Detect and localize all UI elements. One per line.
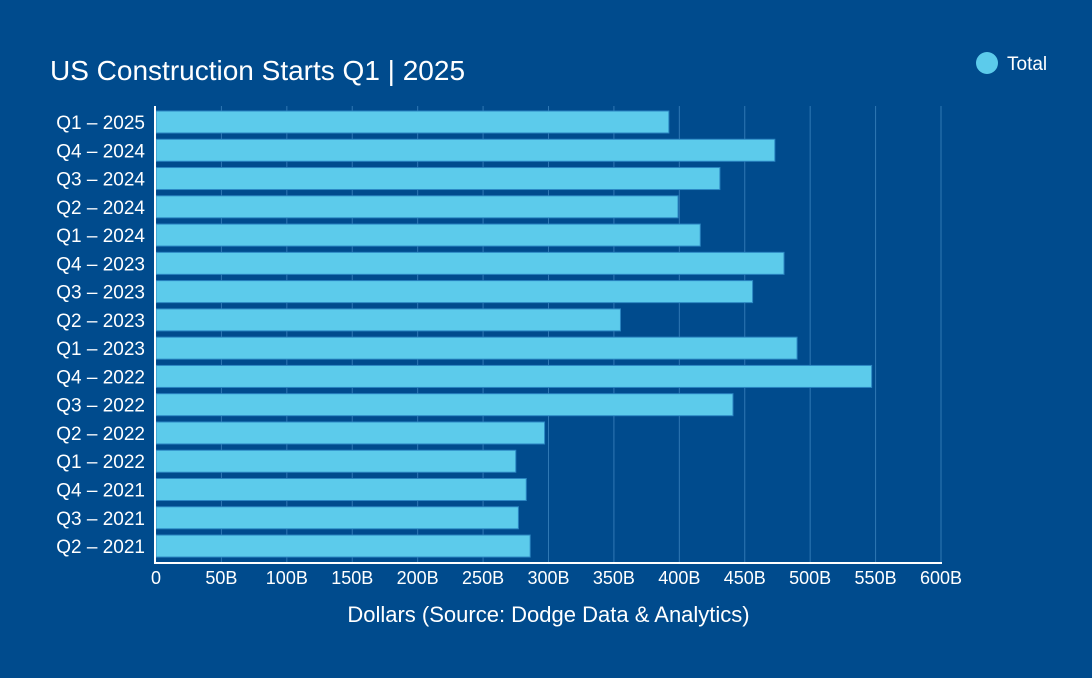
x-tick-label: 150B (331, 568, 373, 588)
bar-5 (155, 223, 701, 247)
bar-7 (155, 280, 754, 304)
category-label: Q4 – 2024 (56, 141, 145, 162)
bar-13 (155, 449, 517, 473)
x-tick-labels: 0 50B 100B 150B 200B 250B 300B 350B 400B 450B 500B… (151, 568, 962, 588)
x-tick-label: 600B (920, 568, 962, 588)
x-tick-label: 450B (724, 568, 766, 588)
x-tick-label: 400B (658, 568, 700, 588)
bar-12 (155, 421, 546, 445)
category-label: Q1 – 2024 (56, 226, 145, 247)
bar-15 (155, 506, 519, 530)
category-labels: Q1 – 2025 Q4 – 2024 Q3 – 2024 Q2 – 2024 Q1 –… (56, 113, 145, 558)
category-label: Q3 – 2023 (56, 283, 145, 304)
bar-4 (155, 195, 679, 219)
x-tick-label: 550B (855, 568, 897, 588)
category-label: Q4 – 2022 (56, 367, 145, 388)
bar-10 (155, 364, 873, 388)
bar-3 (155, 167, 721, 191)
x-tick-label: 0 (151, 568, 161, 588)
x-tick-label: 50B (205, 568, 237, 588)
bar-8 (155, 308, 621, 332)
x-tick-label: 500B (789, 568, 831, 588)
x-tick-label: 100B (266, 568, 308, 588)
category-label: Q4 – 2023 (56, 254, 145, 275)
bar-16 (155, 534, 531, 558)
category-label: Q2 – 2021 (56, 537, 145, 558)
category-label: Q1 – 2022 (56, 452, 145, 473)
x-tick-label: 200B (397, 568, 439, 588)
x-tick-label: 350B (593, 568, 635, 588)
bar-11 (155, 393, 734, 417)
category-label: Q3 – 2024 (56, 170, 145, 191)
bar-1 (155, 110, 670, 134)
category-label: Q3 – 2022 (56, 396, 145, 417)
category-label: Q1 – 2025 (56, 113, 145, 134)
bar-6 (155, 251, 785, 275)
x-tick-label: 250B (462, 568, 504, 588)
category-label: Q2 – 2023 (56, 311, 145, 332)
legend-swatch-total (976, 52, 998, 74)
x-axis-title: Dollars (Source: Dodge Data & Analytics) (347, 602, 749, 627)
category-label: Q4 – 2021 (56, 481, 145, 502)
x-tick-label: 300B (527, 568, 569, 588)
legend: Total (976, 52, 1047, 75)
category-label: Q3 – 2021 (56, 509, 145, 530)
bar-9 (155, 336, 798, 360)
category-label: Q1 – 2023 (56, 339, 145, 360)
category-label: Q2 – 2024 (56, 198, 145, 219)
bar-14 (155, 478, 527, 502)
legend-label-total: Total (1007, 54, 1047, 75)
bar-2 (155, 138, 776, 162)
chart-title: US Construction Starts Q1 | 2025 (50, 55, 465, 86)
category-label: Q2 – 2022 (56, 424, 145, 445)
